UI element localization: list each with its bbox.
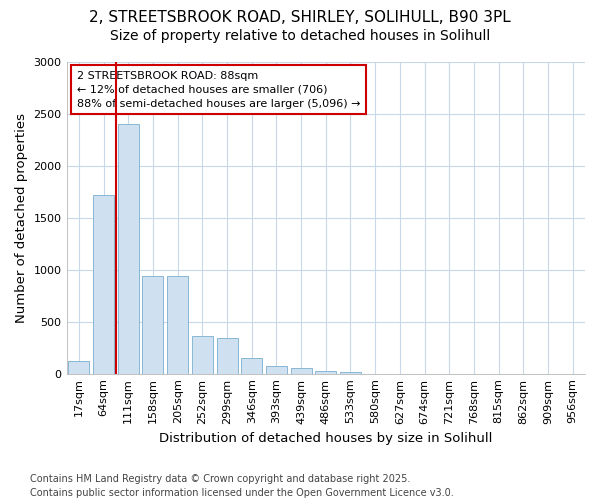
- Bar: [93, 194, 114, 374]
- Bar: [217, 338, 238, 374]
- Bar: [192, 336, 213, 374]
- Bar: [142, 276, 163, 374]
- Bar: [266, 366, 287, 374]
- Text: Size of property relative to detached houses in Solihull: Size of property relative to detached ho…: [110, 29, 490, 43]
- Bar: [68, 361, 89, 374]
- Y-axis label: Number of detached properties: Number of detached properties: [15, 112, 28, 322]
- Text: 2, STREETSBROOK ROAD, SHIRLEY, SOLIHULL, B90 3PL: 2, STREETSBROOK ROAD, SHIRLEY, SOLIHULL,…: [89, 10, 511, 25]
- Bar: [290, 368, 311, 374]
- Bar: [315, 370, 336, 374]
- Text: Contains HM Land Registry data © Crown copyright and database right 2025.
Contai: Contains HM Land Registry data © Crown c…: [30, 474, 454, 498]
- Bar: [167, 276, 188, 374]
- Text: 2 STREETSBROOK ROAD: 88sqm
← 12% of detached houses are smaller (706)
88% of sem: 2 STREETSBROOK ROAD: 88sqm ← 12% of deta…: [77, 71, 361, 109]
- Bar: [340, 372, 361, 374]
- Bar: [118, 124, 139, 374]
- Bar: [241, 358, 262, 374]
- X-axis label: Distribution of detached houses by size in Solihull: Distribution of detached houses by size …: [159, 432, 493, 445]
